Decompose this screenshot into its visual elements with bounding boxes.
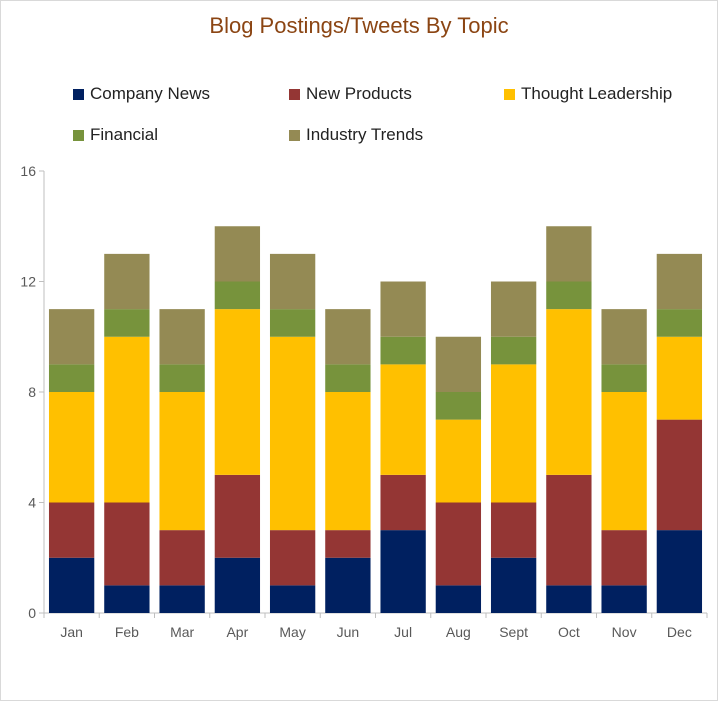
bar-company-news-apr — [214, 557, 261, 613]
bar-company-news-may — [269, 585, 316, 613]
bar-company-news-jan — [48, 557, 95, 613]
bar-new-products-nov — [601, 530, 647, 586]
bar-industry-trends-mar — [159, 309, 205, 365]
bar-financial-nov — [601, 364, 647, 392]
x-tick-label: Jul — [394, 624, 412, 640]
x-tick-label: May — [279, 624, 305, 640]
y-tick-label: 0 — [28, 605, 36, 621]
bar-new-products-aug — [435, 502, 482, 586]
bar-industry-trends-nov — [601, 309, 647, 365]
bar-company-news-jun — [325, 557, 371, 613]
x-tick-label: Jan — [60, 624, 83, 640]
bar-company-news-oct — [546, 585, 592, 613]
bar-industry-trends-apr — [214, 226, 261, 282]
legend-label-financial: Financial — [90, 125, 159, 144]
legend-item-financial[interactable]: Financial — [73, 124, 158, 146]
bar-industry-trends-feb — [104, 253, 150, 310]
x-tick-label: Dec — [667, 624, 692, 640]
bar-industry-trends-sept — [490, 281, 537, 337]
legend-swatch-new-products — [289, 88, 300, 100]
bar-industry-trends-aug — [435, 336, 482, 392]
y-tick-label: 16 — [20, 163, 36, 179]
bar-financial-aug — [435, 392, 482, 420]
y-tick-label: 4 — [28, 495, 36, 511]
bar-company-news-aug — [435, 585, 482, 613]
bar-industry-trends-jan — [48, 309, 95, 365]
bar-industry-trends-may — [269, 253, 316, 310]
x-tick-label: Oct — [558, 624, 580, 640]
chart-title: Blog Postings/Tweets By Topic — [209, 13, 509, 38]
bar-financial-sept — [490, 336, 537, 365]
legend-item-industry-trends[interactable]: Industry Trends — [289, 124, 423, 146]
bar-financial-may — [269, 309, 316, 337]
bar-new-products-apr — [214, 474, 261, 558]
bar-company-news-sept — [490, 557, 537, 613]
bar-new-products-may — [269, 530, 316, 586]
y-tick-label: 12 — [20, 274, 36, 290]
bar-industry-trends-dec — [656, 253, 703, 310]
bar-company-news-nov — [601, 585, 647, 613]
bar-new-products-feb — [104, 502, 150, 586]
bar-financial-mar — [159, 364, 205, 392]
legend-swatch-thought-leadership — [504, 88, 515, 100]
bar-new-products-jan — [48, 502, 95, 558]
bar-thought-leadership-oct — [546, 309, 592, 475]
legend-label-company-news: Company News — [90, 84, 210, 103]
bar-financial-jul — [380, 336, 426, 365]
bar-industry-trends-jun — [325, 309, 371, 365]
legend-item-company-news[interactable]: Company News — [73, 83, 210, 105]
bar-thought-leadership-may — [269, 336, 316, 531]
bar-new-products-jun — [325, 530, 371, 558]
bar-new-products-oct — [546, 474, 592, 586]
bar-thought-leadership-jan — [48, 392, 95, 503]
legend-label-new-products: New Products — [306, 84, 412, 103]
bar-company-news-jul — [380, 530, 426, 613]
x-tick-label: Sept — [499, 624, 528, 640]
bar-financial-jun — [325, 364, 371, 392]
bar-thought-leadership-jul — [380, 364, 426, 475]
bar-thought-leadership-feb — [104, 336, 150, 503]
x-tick-label: Mar — [170, 624, 194, 640]
bar-thought-leadership-mar — [159, 392, 205, 531]
bar-new-products-mar — [159, 530, 205, 586]
bar-thought-leadership-nov — [601, 392, 647, 531]
legend-item-new-products[interactable]: New Products — [289, 83, 412, 105]
x-tick-label: Aug — [446, 624, 471, 640]
bar-financial-dec — [656, 309, 703, 337]
bar-industry-trends-jul — [380, 281, 426, 337]
x-tick-label: Apr — [226, 624, 248, 640]
bar-thought-leadership-apr — [214, 309, 261, 475]
bar-financial-feb — [104, 309, 150, 337]
bar-company-news-mar — [159, 585, 205, 613]
x-tick-label: Jun — [337, 624, 360, 640]
bar-new-products-jul — [380, 474, 426, 531]
bar-financial-apr — [214, 281, 261, 310]
y-tick-label: 8 — [28, 384, 36, 400]
bar-company-news-dec — [656, 530, 703, 613]
bar-industry-trends-oct — [546, 226, 592, 282]
legend-label-thought-leadership: Thought Leadership — [521, 84, 673, 103]
legend-label-industry-trends: Industry Trends — [306, 125, 424, 144]
bar-financial-jan — [48, 364, 95, 392]
bar-thought-leadership-jun — [325, 392, 371, 531]
bar-thought-leadership-dec — [656, 336, 703, 420]
x-tick-label: Feb — [115, 624, 139, 640]
legend-swatch-company-news — [73, 88, 84, 100]
bar-new-products-dec — [656, 419, 703, 531]
legend-item-thought-leadership[interactable]: Thought Leadership — [504, 83, 672, 105]
bar-thought-leadership-sept — [490, 364, 537, 503]
x-tick-label: Nov — [612, 624, 637, 640]
bar-financial-oct — [546, 281, 592, 310]
bar-company-news-feb — [104, 585, 150, 613]
legend-swatch-industry-trends — [289, 129, 300, 141]
legend-swatch-financial — [73, 129, 84, 141]
bar-new-products-sept — [490, 502, 537, 558]
bar-thought-leadership-aug — [435, 419, 482, 503]
